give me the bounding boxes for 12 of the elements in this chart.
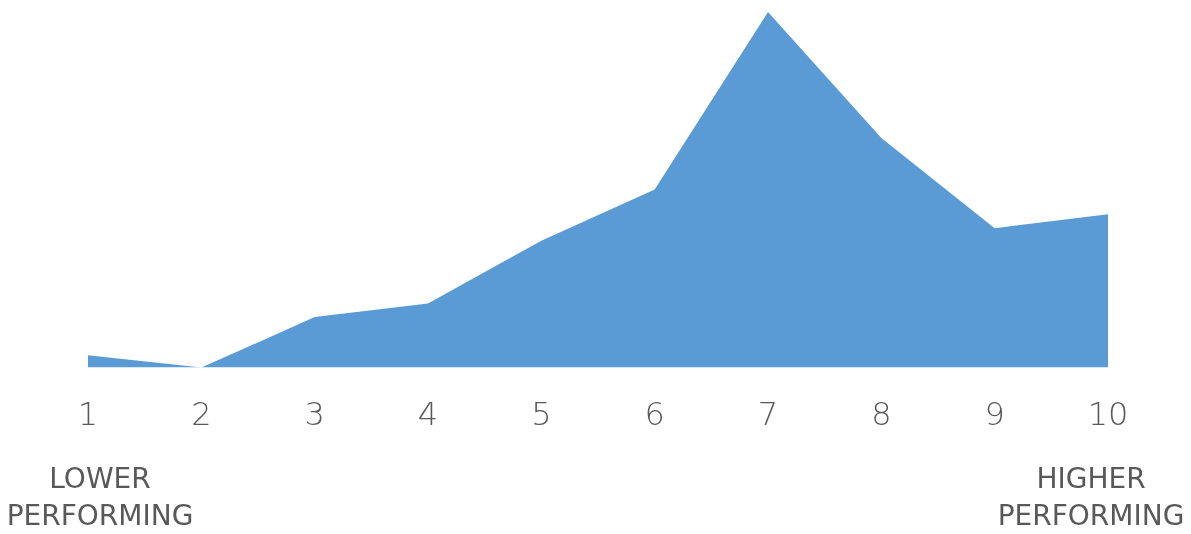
- x-tick-label: 3: [304, 395, 325, 434]
- x-tick-label: 5: [531, 395, 552, 434]
- x-tick-label: 10: [1087, 395, 1129, 434]
- x-tick-label: 7: [757, 395, 779, 434]
- x-tick-label: 9: [984, 395, 1005, 434]
- x-tick-label: 1: [77, 395, 99, 434]
- x-tick-label: 6: [644, 395, 665, 434]
- x-tick-label: 4: [417, 395, 439, 434]
- text: HIGHER PERFORMING: [996, 461, 1186, 534]
- x-tick-label: 8: [871, 395, 892, 434]
- x-tick-label: 2: [191, 395, 212, 434]
- text: LOWER PERFORMING: [5, 461, 195, 534]
